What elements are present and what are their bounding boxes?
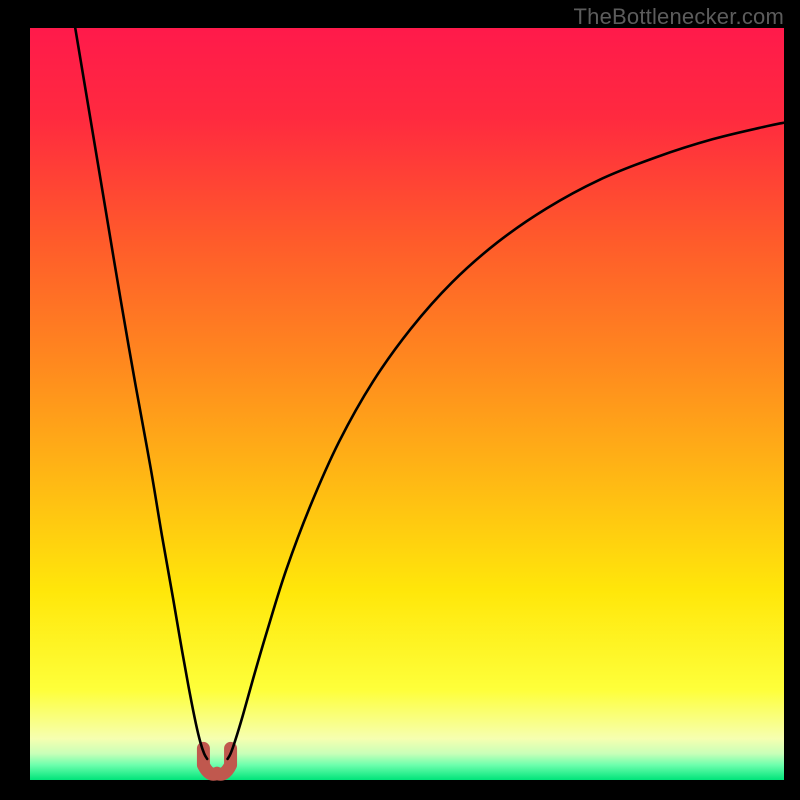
watermark-text: TheBottlenecker.com: [574, 4, 784, 30]
chart-frame: TheBottlenecker.com: [0, 0, 800, 800]
border-right: [784, 0, 800, 800]
gradient-background: [30, 28, 784, 780]
border-left: [0, 0, 30, 800]
border-bottom: [0, 780, 800, 800]
